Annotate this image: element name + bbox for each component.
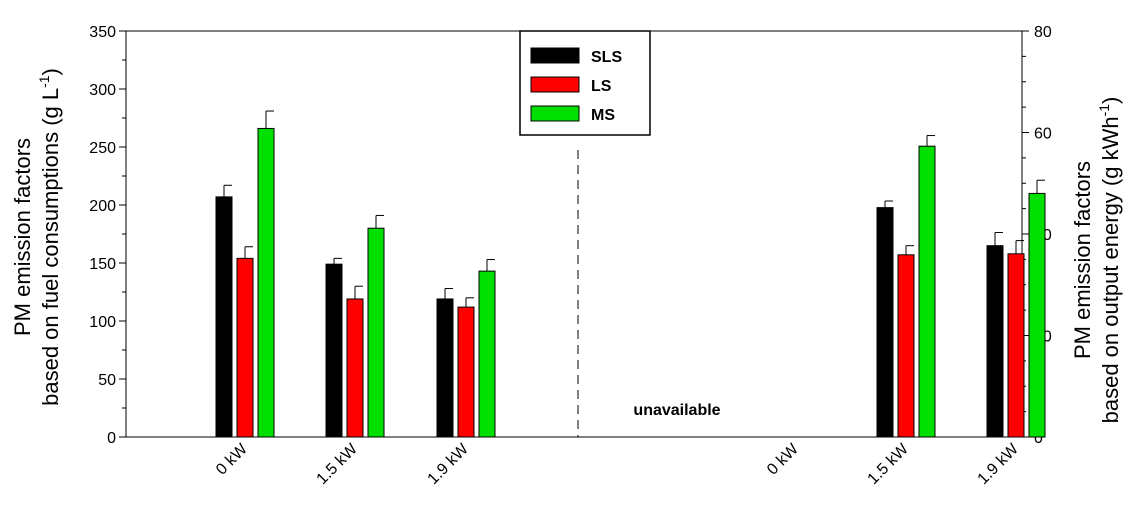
x-category-label: 1.9 kW	[975, 440, 1023, 488]
y-right-title-line2: based on output energy (g kWh-1)	[1096, 97, 1123, 424]
x-category-label: 1.5 kW	[865, 440, 913, 488]
y-left-tick-label: 150	[89, 256, 116, 273]
y-left-tick-label: 250	[89, 140, 116, 157]
x-category-label: 0 kW	[213, 440, 251, 478]
legend-label-ms: MS	[591, 107, 615, 124]
legend-swatch-ls	[530, 76, 580, 93]
y-right-title-line1: PM emission factors	[1070, 161, 1095, 359]
bar-ls	[457, 306, 475, 438]
bar-sls	[876, 207, 894, 438]
x-category-label: 1.5 kW	[314, 440, 362, 488]
y-right-title-line2-sup: -1	[1096, 104, 1112, 117]
bar-ls	[346, 298, 364, 438]
y-left-tick-label: 200	[89, 198, 116, 215]
bar-ms	[918, 145, 936, 438]
y-right-title-line2-close: )	[1098, 97, 1123, 104]
y-left-title-line1: PM emission factors	[10, 138, 35, 336]
y-left-tick-label: 50	[98, 372, 116, 389]
bar-sls	[325, 263, 343, 438]
y-right-title-group: PM emission factors based on output energ…	[1070, 97, 1123, 424]
y-left-tick-label: 300	[89, 82, 116, 99]
y-left-tick-label: 0	[107, 430, 116, 447]
legend-swatch-sls	[530, 47, 580, 64]
unavailable-annotation: unavailable	[633, 402, 720, 419]
y-right-title-line2-text: based on output energy (g kWh	[1098, 116, 1123, 423]
bar-sls	[986, 245, 1004, 438]
bar-ls	[236, 257, 254, 438]
legend-label-ls: LS	[591, 78, 612, 95]
y-right-tick-label: 60	[1034, 126, 1052, 143]
bar-ms	[257, 127, 275, 438]
y-left-axis-title: PM emission factors based on fuel consump…	[10, 68, 63, 406]
x-category-label: 1.9 kW	[425, 440, 473, 488]
y-left-tick-label: 100	[89, 314, 116, 331]
y-right-axis-title: PM emission factors based on output energ…	[1070, 97, 1123, 424]
bar-ms	[478, 270, 496, 438]
x-category-label: 0 kW	[764, 440, 802, 478]
legend-label-sls: SLS	[591, 49, 622, 66]
y-right-tick-label: 0	[1034, 430, 1043, 447]
bar-ms	[1028, 192, 1046, 438]
y-left-title-line2-close: )	[38, 68, 63, 75]
y-right-tick-label: 80	[1034, 24, 1052, 41]
y-left-title-group: PM emission factors based on fuel consump…	[10, 68, 63, 406]
legend: SLS LS MS	[519, 30, 651, 136]
legend-swatch-ms	[530, 105, 580, 122]
y-left-title-line2-text: based on fuel consumptions (g L	[38, 88, 63, 406]
bar-sls	[215, 196, 233, 438]
y-left-title-line2-sup: -1	[36, 75, 52, 88]
bar-ms	[367, 227, 385, 438]
y-left-tick-label: 350	[89, 24, 116, 41]
bar-ls	[897, 254, 915, 438]
bar-sls	[436, 298, 454, 438]
y-left-title-line2: based on fuel consumptions (g L-1)	[36, 68, 63, 406]
bar-ls	[1007, 253, 1025, 438]
